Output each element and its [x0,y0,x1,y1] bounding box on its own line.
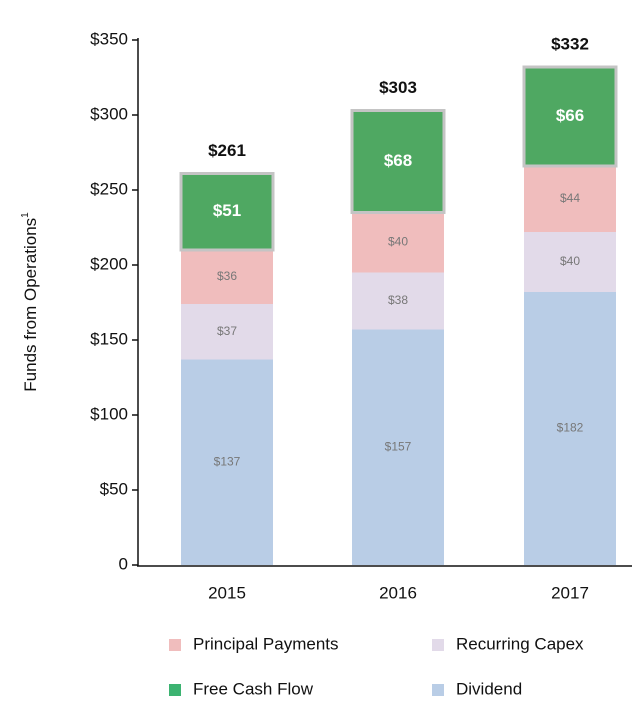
value-label: $51 [213,201,241,220]
y-tick-label: $150 [90,329,128,348]
value-label: $182 [557,421,584,435]
legend-label: Dividend [456,679,522,698]
total-label: $303 [379,78,417,97]
legend-swatch [169,639,181,651]
legend-label: Free Cash Flow [193,679,314,698]
bar-segment [352,329,444,565]
y-axis-label-text: Funds from Operations [21,218,40,392]
x-tick-label: 2015 [208,583,246,602]
total-label: $332 [551,34,589,53]
value-label: $37 [217,324,237,338]
y-tick-label: $250 [90,179,128,198]
y-axis-label-footnote: 1 [20,212,31,218]
bar-segment [352,272,444,330]
bar-segment [352,212,444,273]
y-tick-label: $50 [100,479,128,498]
bar-segment [524,166,616,232]
y-tick-label: $100 [90,404,128,423]
y-tick-label: $350 [90,29,128,48]
bar-segment [181,359,273,565]
value-label: $66 [556,106,584,125]
value-label: $40 [388,235,408,249]
legend-label: Recurring Capex [456,634,584,653]
bar-segment [181,250,273,304]
legend-label: Principal Payments [193,634,339,653]
y-tick-label: $300 [90,104,128,123]
value-label: $36 [217,269,237,283]
legend-swatch [432,639,444,651]
total-label: $261 [208,141,246,160]
bar-segment [179,172,275,252]
value-label: $137 [214,454,241,468]
bar-segment [524,292,616,565]
bar-segment [522,65,618,168]
bar-segment [181,304,273,360]
x-tick-label: 2017 [551,583,589,602]
value-label: $157 [385,439,412,453]
bar-segment [524,232,616,292]
value-label: $68 [384,151,412,170]
bar-segment [350,109,446,214]
y-axis-label: Funds from Operations1 [20,212,41,392]
value-label: $38 [388,293,408,307]
legend-swatch [432,684,444,696]
value-label: $44 [560,191,580,205]
y-tick-label: 0 [119,554,128,573]
y-tick-label: $200 [90,254,128,273]
x-tick-label: 2016 [379,583,417,602]
value-label: $40 [560,254,580,268]
legend-swatch [169,684,181,696]
